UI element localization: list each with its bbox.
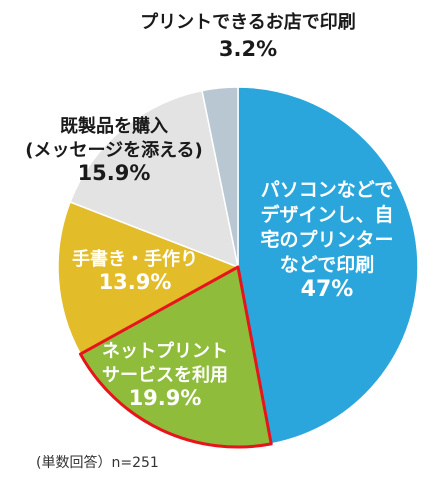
slice-value-label-3: 15.9% bbox=[78, 161, 151, 185]
slice-label-3: 既製品を購入(メッセージを添える) 15.9% bbox=[25, 115, 203, 185]
slice-name-line-2-0: 手書き・手作り bbox=[72, 248, 198, 270]
slice-value-label-2: 13.9% bbox=[99, 270, 172, 294]
footnote: (単数回答）n=251 bbox=[36, 455, 159, 471]
pie-labels: パソコンなどでデザインし、自宅のプリンターなどで印刷 47% ネットプリントサービス… bbox=[25, 11, 393, 410]
slice-name-line-3-1: (メッセージを添える) bbox=[25, 139, 203, 161]
slice-value-label-0: 47% bbox=[301, 277, 354, 302]
slice-name-line-1-1: サービスを利用 bbox=[102, 364, 228, 386]
slice-name-line-1-0: ネットプリント bbox=[102, 340, 228, 362]
pie-slice-0 bbox=[237, 86, 419, 445]
slice-name-line-3-0: 既製品を購入 bbox=[60, 115, 168, 137]
slice-value-label-4: 3.2% bbox=[219, 37, 277, 61]
pie-slice-2 bbox=[57, 201, 240, 356]
slice-name-line-0-0: パソコンなどで bbox=[261, 179, 394, 201]
slice-label-4: プリントできるお店で印刷 3.2% bbox=[140, 11, 356, 61]
pie-slices bbox=[57, 86, 419, 448]
slice-name-line-0-1: デザインし、自 bbox=[260, 203, 393, 226]
slice-name-line-0-3: などで印刷 bbox=[280, 254, 375, 276]
pie-slice-4 bbox=[201, 86, 239, 268]
slice-label-1: ネットプリントサービスを利用 19.9% bbox=[102, 340, 228, 410]
slice-name-line-0-2: 宅のプリンター bbox=[260, 228, 393, 251]
slice-label-0: パソコンなどでデザインし、自宅のプリンターなどで印刷 47% bbox=[260, 179, 393, 302]
slice-name-line-4-0: プリントできるお店で印刷 bbox=[140, 11, 356, 33]
pie-slice-3 bbox=[69, 89, 240, 269]
pie-slice-highlight-1 bbox=[78, 265, 273, 449]
slice-value-label-1: 19.9% bbox=[129, 386, 202, 410]
highlight-outline bbox=[78, 265, 273, 449]
slice-label-2: 手書き・手作り 13.9% bbox=[72, 248, 198, 294]
